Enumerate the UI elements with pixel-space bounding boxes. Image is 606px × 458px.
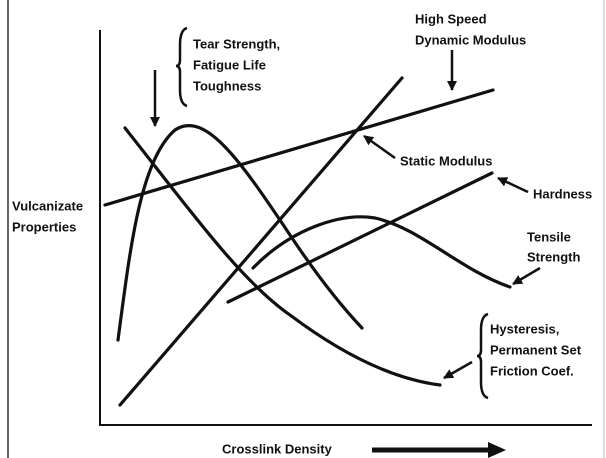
y-axis-label: Vulcanizate — [12, 198, 83, 213]
y-axis-label: Properties — [12, 219, 76, 234]
annotation: Friction Coef. — [490, 363, 574, 378]
annotation: Dynamic Modulus — [415, 32, 526, 47]
annotation: Tear Strength, — [193, 36, 280, 51]
annotation: Permanent Set — [490, 342, 582, 357]
annotation: Strength — [527, 249, 581, 264]
annotation: High Speed — [415, 11, 487, 26]
pointers — [150, 26, 541, 458]
axes — [99, 30, 592, 426]
annotation: Tensile — [527, 229, 571, 244]
annotation: Fatigue Life — [193, 57, 266, 72]
x-axis-label: Crosslink Density — [222, 441, 333, 456]
annotation: Static Modulus — [400, 153, 492, 168]
annotation: Hardness — [533, 186, 592, 201]
labels: Vulcanizate Properties Crosslink Density Te… — [12, 11, 592, 456]
annotation: Hysteresis, — [490, 321, 559, 336]
curves — [103, 76, 512, 407]
annotation: Toughness — [193, 78, 261, 93]
